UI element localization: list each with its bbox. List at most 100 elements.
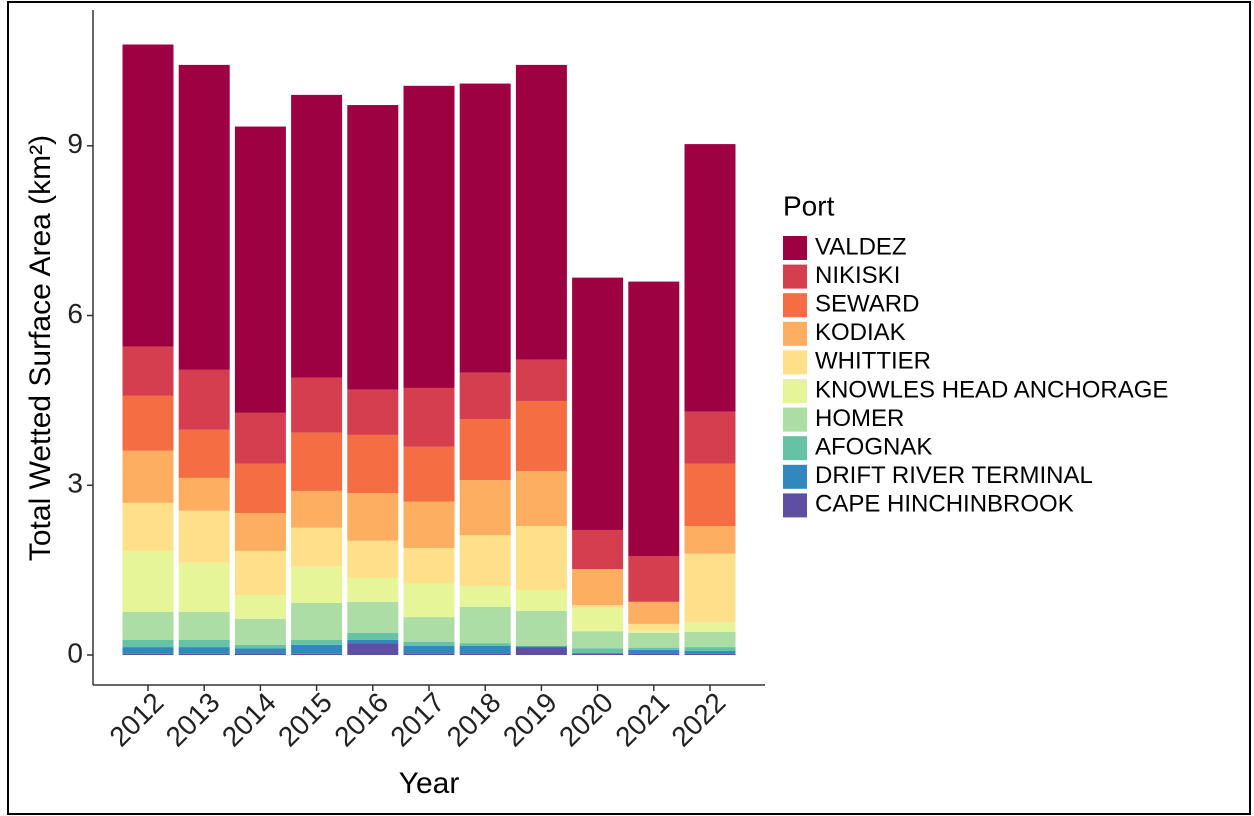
bar-segment — [684, 463, 736, 527]
x-tick-label: 2019 — [497, 687, 563, 753]
bar-segment — [515, 646, 567, 648]
bar-segment — [515, 359, 567, 401]
bar-segment — [347, 434, 399, 494]
bar-segment — [515, 526, 567, 590]
x-tick-label: 2017 — [384, 687, 450, 753]
bar-segment — [628, 630, 680, 633]
bar-segment — [628, 647, 680, 650]
bar-segment — [628, 653, 680, 656]
bar-segment — [403, 641, 455, 646]
bar-segment — [572, 569, 624, 606]
bar-segment — [515, 610, 567, 646]
bar-segment — [684, 622, 736, 632]
bar-segment — [178, 562, 230, 613]
bar-segment — [403, 617, 455, 642]
bar-segment — [234, 618, 286, 645]
legend-label: KODIAK — [815, 319, 906, 346]
bar-segment — [628, 632, 680, 648]
legend-swatch — [783, 321, 807, 346]
bar-segment — [234, 653, 286, 656]
bar-segment — [291, 377, 343, 433]
bar-segment — [459, 419, 511, 481]
legend-swatch — [783, 350, 807, 375]
legend-title: Port — [783, 190, 835, 221]
legend-swatch — [783, 464, 807, 489]
x-tick-label: 2020 — [553, 687, 619, 753]
bar-segment — [122, 639, 174, 648]
bar-segment — [403, 446, 455, 502]
bar-segment — [459, 653, 511, 656]
bar-segment — [572, 648, 624, 653]
x-tick-label: 2013 — [160, 687, 226, 753]
x-tick-label: 2018 — [441, 687, 507, 753]
y-tick-label: 0 — [67, 637, 83, 668]
y-tick-label: 6 — [67, 298, 83, 329]
bar-segment — [403, 501, 455, 549]
bar-segment — [459, 606, 511, 644]
bar-segment — [122, 647, 174, 654]
x-tick-label: 2015 — [272, 687, 338, 753]
bar-segment — [291, 639, 343, 645]
bar-segment — [628, 623, 680, 631]
bar-segment — [684, 653, 736, 656]
legend-swatch — [783, 293, 807, 318]
bar-segment — [572, 529, 624, 570]
bar-segment — [291, 94, 343, 378]
y-axis-label: Total Wetted Surface Area (km²) — [24, 135, 57, 561]
bar-segment — [234, 595, 286, 619]
bar-segment — [234, 550, 286, 596]
legend-label: VALDEZ — [815, 233, 907, 260]
bar-segment — [684, 553, 736, 623]
bar-segment — [459, 535, 511, 586]
bar-segment — [684, 651, 736, 654]
bar-segment — [234, 512, 286, 551]
bar-segment — [347, 389, 399, 435]
bar-segment — [515, 647, 567, 656]
bar-segment — [234, 126, 286, 413]
bar-segment — [234, 463, 286, 513]
bar-segment — [178, 653, 230, 656]
legend-swatch — [783, 407, 807, 432]
legend-label: KNOWLES HEAD ANCHORAGE — [815, 376, 1168, 403]
bar-segment — [572, 277, 624, 530]
bar-segment — [234, 412, 286, 464]
bar-segment — [403, 548, 455, 584]
bar-segment — [291, 490, 343, 528]
bar-segment — [684, 647, 736, 652]
bar-segment — [684, 526, 736, 554]
bar-segment — [403, 387, 455, 447]
bar-segment — [347, 105, 399, 390]
legend-label: SEWARD — [815, 291, 919, 318]
legend-swatch — [783, 493, 807, 518]
bar-segment — [122, 502, 174, 551]
bar-segment — [403, 653, 455, 656]
bar-segment — [347, 639, 399, 644]
bar-segment — [403, 645, 455, 654]
bar-segment — [459, 83, 511, 373]
bar-segment — [178, 647, 230, 654]
bar-segment — [459, 480, 511, 536]
bar-segment — [122, 550, 174, 613]
x-axis-label: Year — [399, 767, 460, 800]
bar-segment — [347, 601, 399, 633]
bar-segment — [291, 602, 343, 640]
bar-segment — [515, 400, 567, 472]
bar-segment — [459, 643, 511, 646]
bar-segment — [291, 653, 343, 656]
bar-segment — [291, 527, 343, 567]
frame — [7, 1, 1251, 815]
legend-swatch — [783, 264, 807, 289]
bar-segment — [572, 652, 624, 654]
bar-segment — [234, 648, 286, 654]
bar-segment — [122, 612, 174, 640]
bar-segment — [178, 477, 230, 511]
legend-label: WHITTIER — [815, 348, 931, 375]
bar-segment — [628, 555, 680, 602]
bar-segment — [684, 144, 736, 412]
legend-label: DRIFT RIVER TERMINAL — [815, 462, 1093, 489]
bar-segment — [178, 369, 230, 430]
bar-segment — [515, 589, 567, 611]
bar-segment — [347, 578, 399, 602]
bar-segment — [403, 583, 455, 618]
